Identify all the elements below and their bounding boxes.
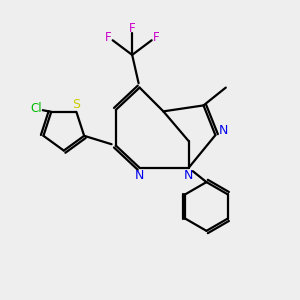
Text: N: N [135, 169, 144, 182]
Text: F: F [129, 22, 136, 34]
Text: N: N [219, 124, 228, 137]
Text: Cl: Cl [31, 102, 42, 116]
Text: F: F [105, 31, 112, 44]
Text: S: S [72, 98, 80, 111]
Text: F: F [153, 31, 159, 44]
Text: N: N [184, 169, 193, 182]
